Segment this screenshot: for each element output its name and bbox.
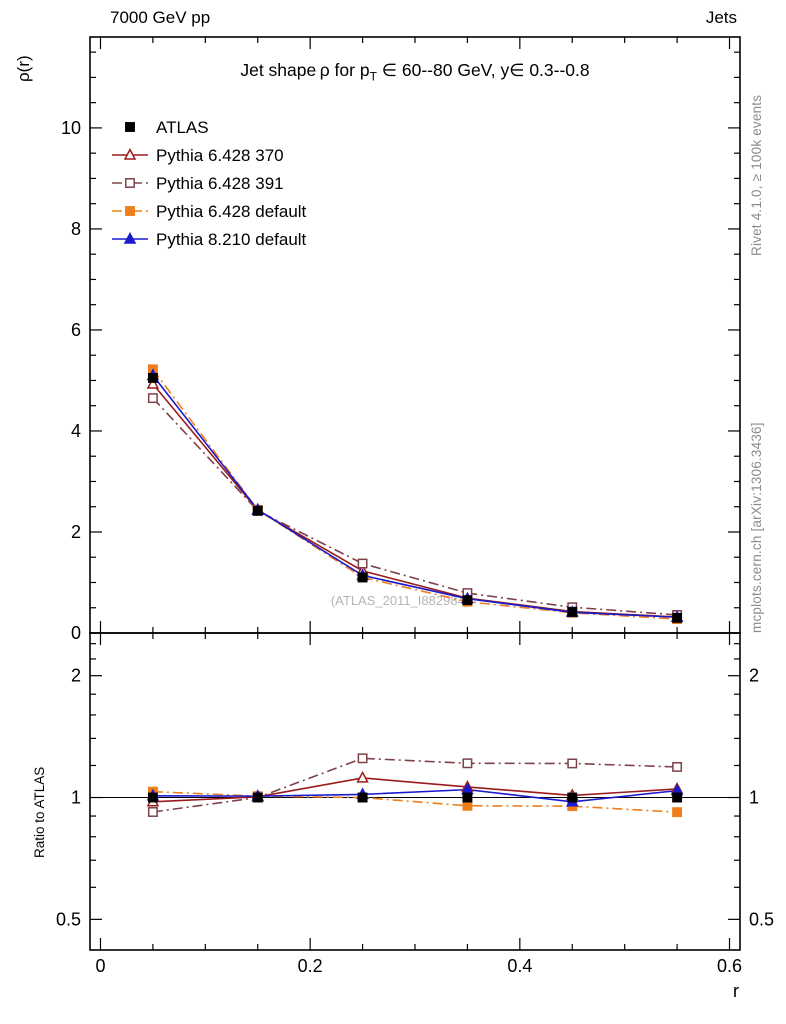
analysis-id-watermark: (ATLAS_2011_I882984) bbox=[330, 593, 470, 608]
legend-label: Pythia 6.428 default bbox=[156, 202, 307, 221]
ratio-tick-label-left: 1 bbox=[71, 788, 81, 808]
data-marker-square-filled bbox=[147, 372, 158, 383]
plot-title-post: ∈ 60--80 GeV, y∈ 0.3--0.8 bbox=[376, 60, 590, 80]
data-marker-square-filled bbox=[672, 792, 683, 803]
ratio-line-pythia-6-428-370 bbox=[152, 777, 678, 803]
x-tick-label: 0.2 bbox=[298, 956, 323, 976]
ratio-line-pythia-8-210-default bbox=[152, 788, 678, 803]
series-line-pythia-6-428-370 bbox=[152, 383, 678, 618]
data-marker-triangle-open bbox=[356, 770, 369, 783]
y-tick-label: 4 bbox=[71, 421, 81, 441]
data-marker-square-open bbox=[672, 762, 683, 772]
data-marker-square-open bbox=[147, 393, 158, 404]
data-marker-triangle-open bbox=[146, 376, 160, 389]
x-tick-label: 0.4 bbox=[507, 956, 532, 976]
plot-title-sub: T bbox=[369, 69, 377, 84]
legend-label: Pythia 6.428 370 bbox=[156, 146, 284, 165]
ratio-line-pythia-6-428-391 bbox=[152, 757, 678, 813]
data-marker-square-filled bbox=[252, 792, 263, 803]
plot-title-pre: Jet shape ρ for p bbox=[240, 60, 370, 80]
data-marker-square-open bbox=[125, 178, 135, 188]
data-marker-triangle-filled bbox=[123, 232, 137, 244]
axes-layer: 0 0.2 0.4 0.6 0 2 4 6 8 10 0.5 0.5 1 1 2 2 bbox=[56, 36, 774, 976]
y-tick-label: 8 bbox=[71, 219, 81, 239]
legend-label: Pythia 6.428 391 bbox=[156, 174, 284, 193]
data-marker-square-filled bbox=[147, 792, 158, 803]
data-marker-square-filled bbox=[357, 572, 368, 583]
data-marker-square-open bbox=[462, 758, 473, 769]
data-marker-square-filled bbox=[567, 606, 578, 617]
data-marker-square-filled bbox=[567, 792, 578, 803]
x-tick-label: 0.6 bbox=[717, 956, 742, 976]
y-tick-label: 6 bbox=[71, 320, 81, 340]
series-line-pythia-6-428-391 bbox=[152, 397, 678, 616]
data-marker-square-open bbox=[357, 558, 368, 569]
data-marker-square-filled bbox=[462, 792, 473, 803]
ratio-line-pythia-6-428-default bbox=[152, 790, 678, 813]
data-marker-square-filled bbox=[462, 595, 473, 606]
data-marker-triangle-open bbox=[123, 148, 137, 160]
data-marker-square-filled bbox=[252, 505, 263, 516]
legend: ATLAS Pythia 6.428 370 Pythia 6.428 391 Pyt… bbox=[112, 118, 307, 249]
data-marker-square-filled bbox=[125, 122, 135, 132]
plot-title: Jet shape ρ for pT ∈ 60--80 GeV, y∈ 0.3-… bbox=[90, 60, 740, 84]
legend-label: Pythia 8.210 default bbox=[156, 230, 307, 249]
ratio-tick-label-right: 2 bbox=[749, 666, 759, 686]
data-marker-square-open bbox=[567, 758, 578, 769]
y-tick-label: 0 bbox=[71, 623, 81, 643]
ratio-tick-label-left: 2 bbox=[71, 666, 81, 686]
x-tick-label: 0 bbox=[95, 956, 105, 976]
data-marker-square-filled bbox=[125, 206, 135, 216]
ratio-tick-label-right: 1 bbox=[749, 788, 759, 808]
series-line-pythia-8-210-default bbox=[152, 374, 678, 619]
y-tick-label: 10 bbox=[61, 118, 81, 138]
x-axis-label: r bbox=[733, 981, 739, 1001]
ratio-tick-label-left: 0.5 bbox=[56, 909, 81, 929]
series-line-pythia-6-428-default bbox=[152, 368, 678, 620]
data-marker-square-filled bbox=[357, 792, 368, 803]
y-tick-label: 2 bbox=[71, 522, 81, 542]
data-marker-square-filled bbox=[462, 800, 473, 811]
data-marker-square-filled bbox=[672, 612, 683, 623]
legend-label: ATLAS bbox=[156, 118, 209, 137]
data-marker-square-filled bbox=[672, 807, 683, 818]
data-marker-square-open bbox=[357, 753, 368, 764]
data-marker-square-open bbox=[147, 807, 158, 817]
analysis-header: Jets bbox=[705, 8, 737, 27]
ratio-tick-label-right: 0.5 bbox=[749, 909, 774, 929]
beam-header: 7000 GeV pp bbox=[110, 8, 211, 27]
series-layer bbox=[146, 364, 684, 818]
